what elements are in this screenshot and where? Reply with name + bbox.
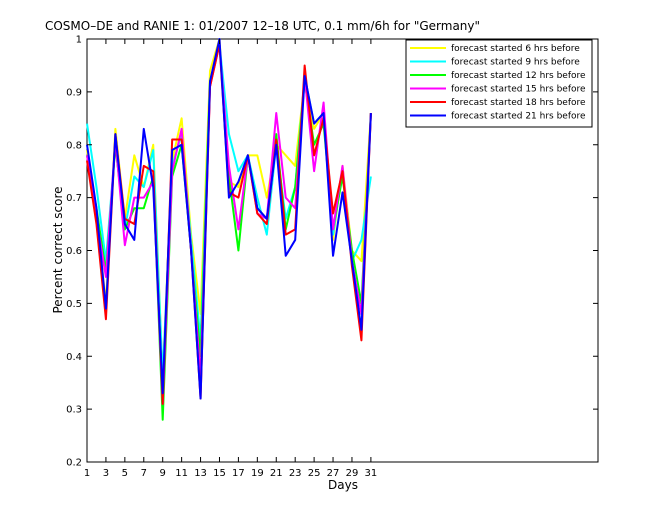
x-tick-label: 21 xyxy=(270,468,283,479)
y-tick-label: 0.8 xyxy=(66,140,82,151)
legend-box xyxy=(405,39,593,128)
legend-label-2: forecast started 9 hrs before xyxy=(451,58,580,68)
y-tick-label: 0.3 xyxy=(66,405,82,416)
x-axis-label: Days xyxy=(328,478,358,492)
legend-label-1: forecast started 6 hrs before xyxy=(451,44,580,54)
legend-label-4: forecast started 15 hrs before xyxy=(451,85,586,95)
x-axis-ticks: 1 3 5 7 9 11 13 15 17 19 21 23 25 27 29 31 xyxy=(84,39,377,479)
x-tick-label: 15 xyxy=(213,468,226,479)
x-tick-label: 29 xyxy=(346,468,359,479)
x-tick-label: 23 xyxy=(289,468,302,479)
x-tick-label: 19 xyxy=(251,468,264,479)
series-line-6 xyxy=(86,38,372,400)
x-tick-label: 1 xyxy=(84,468,90,479)
x-tick-label: 5 xyxy=(122,468,128,479)
y-axis-ticks: 0.2 0.3 0.4 0.5 0.6 0.7 0.8 0.9 1 xyxy=(66,35,598,469)
y-tick-label: 0.4 xyxy=(66,352,82,363)
legend-label-3: forecast started 12 hrs before xyxy=(451,71,586,81)
x-tick-label: 13 xyxy=(194,468,207,479)
x-tick-label: 27 xyxy=(327,468,340,479)
y-tick-label: 0.9 xyxy=(66,87,82,98)
y-tick-label: 0.2 xyxy=(66,458,82,469)
legend: forecast started 6 hrs before forecast st… xyxy=(405,39,593,128)
x-tick-label: 9 xyxy=(160,468,166,479)
x-tick-label: 25 xyxy=(308,468,321,479)
x-tick-label: 7 xyxy=(141,468,147,479)
x-tick-label: 17 xyxy=(232,468,245,479)
y-tick-label: 0.6 xyxy=(66,246,82,257)
series-line-4 xyxy=(86,43,372,405)
y-tick-label: 1 xyxy=(76,35,82,46)
y-tick-label: 0.5 xyxy=(66,299,82,310)
legend-items: forecast started 6 hrs before forecast st… xyxy=(410,44,586,122)
legend-label-6: forecast started 21 hrs before xyxy=(451,112,586,122)
y-axis-label: Percent correct score xyxy=(51,186,65,313)
chart-title: COSMO–DE and RANIE 1: 01/2007 12–18 UTC,… xyxy=(45,19,480,33)
y-tick-label: 0.7 xyxy=(66,193,82,204)
series-lines xyxy=(86,38,372,421)
x-tick-label: 3 xyxy=(103,468,109,479)
legend-label-5: forecast started 18 hrs before xyxy=(451,98,586,108)
x-tick-label: 31 xyxy=(365,468,378,479)
x-tick-label: 11 xyxy=(175,468,188,479)
